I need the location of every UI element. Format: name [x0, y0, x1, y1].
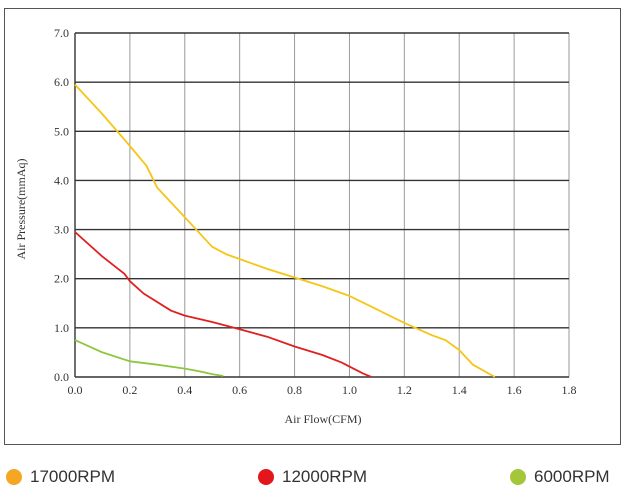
legend-marker-17000rpm [6, 469, 22, 485]
x-tick-label: 1.8 [562, 383, 577, 397]
chart-plot: 0.0 0.2 0.4 0.6 0.8 1.0 1.2 1.4 1.6 1.8 0.0 1.0 2.0 3… [14, 26, 577, 426]
legend-item-17000rpm: 17000RPM [6, 468, 115, 486]
legend-marker-12000rpm [258, 469, 274, 485]
legend: 17000RPM 12000RPM 6000RPM [0, 464, 631, 494]
x-tick-label: 0.8 [287, 383, 302, 397]
x-axis-label: Air Flow(CFM) [284, 412, 361, 426]
x-tick-label: 1.0 [342, 383, 357, 397]
x-tick-label: 0.6 [232, 383, 247, 397]
y-axis-label: Air Pressure(mmAq) [14, 159, 28, 260]
x-tick-label: 1.4 [452, 383, 467, 397]
x-tick-label: 0.4 [177, 383, 192, 397]
series-line-12000rpm [74, 231, 372, 378]
series-line-17000rpm [74, 83, 496, 378]
series-group [74, 83, 496, 378]
axes [74, 33, 569, 378]
tick-labels: 0.0 0.2 0.4 0.6 0.8 1.0 1.2 1.4 1.6 1.8 0.0 1.0 2.0 3… [54, 26, 577, 397]
legend-label-6000rpm: 6000RPM [534, 467, 610, 486]
y-tick-label: 7.0 [54, 26, 69, 40]
x-tick-label: 0.0 [68, 383, 83, 397]
x-tick-label: 0.2 [122, 383, 137, 397]
legend-marker-6000rpm [510, 469, 526, 485]
y-tick-label: 3.0 [54, 223, 69, 237]
series-line-6000rpm [74, 339, 224, 377]
grid [75, 32, 570, 377]
legend-item-12000rpm: 12000RPM [258, 468, 367, 486]
y-tick-label: 4.0 [54, 173, 69, 187]
y-tick-label: 2.0 [54, 272, 69, 286]
x-tick-label: 1.2 [397, 383, 412, 397]
legend-item-6000rpm: 6000RPM [510, 468, 610, 486]
y-tick-label: 1.0 [54, 321, 69, 335]
legend-label-12000rpm: 12000RPM [282, 467, 368, 486]
legend-label-17000rpm: 17000RPM [30, 467, 116, 486]
chart-frame: 0.0 0.2 0.4 0.6 0.8 1.0 1.2 1.4 1.6 1.8 0.0 1.0 2.0 3… [4, 8, 621, 445]
y-tick-label: 5.0 [54, 124, 69, 138]
x-tick-label: 1.6 [507, 383, 522, 397]
y-tick-label: 0.0 [54, 370, 69, 384]
y-tick-label: 6.0 [54, 75, 69, 89]
